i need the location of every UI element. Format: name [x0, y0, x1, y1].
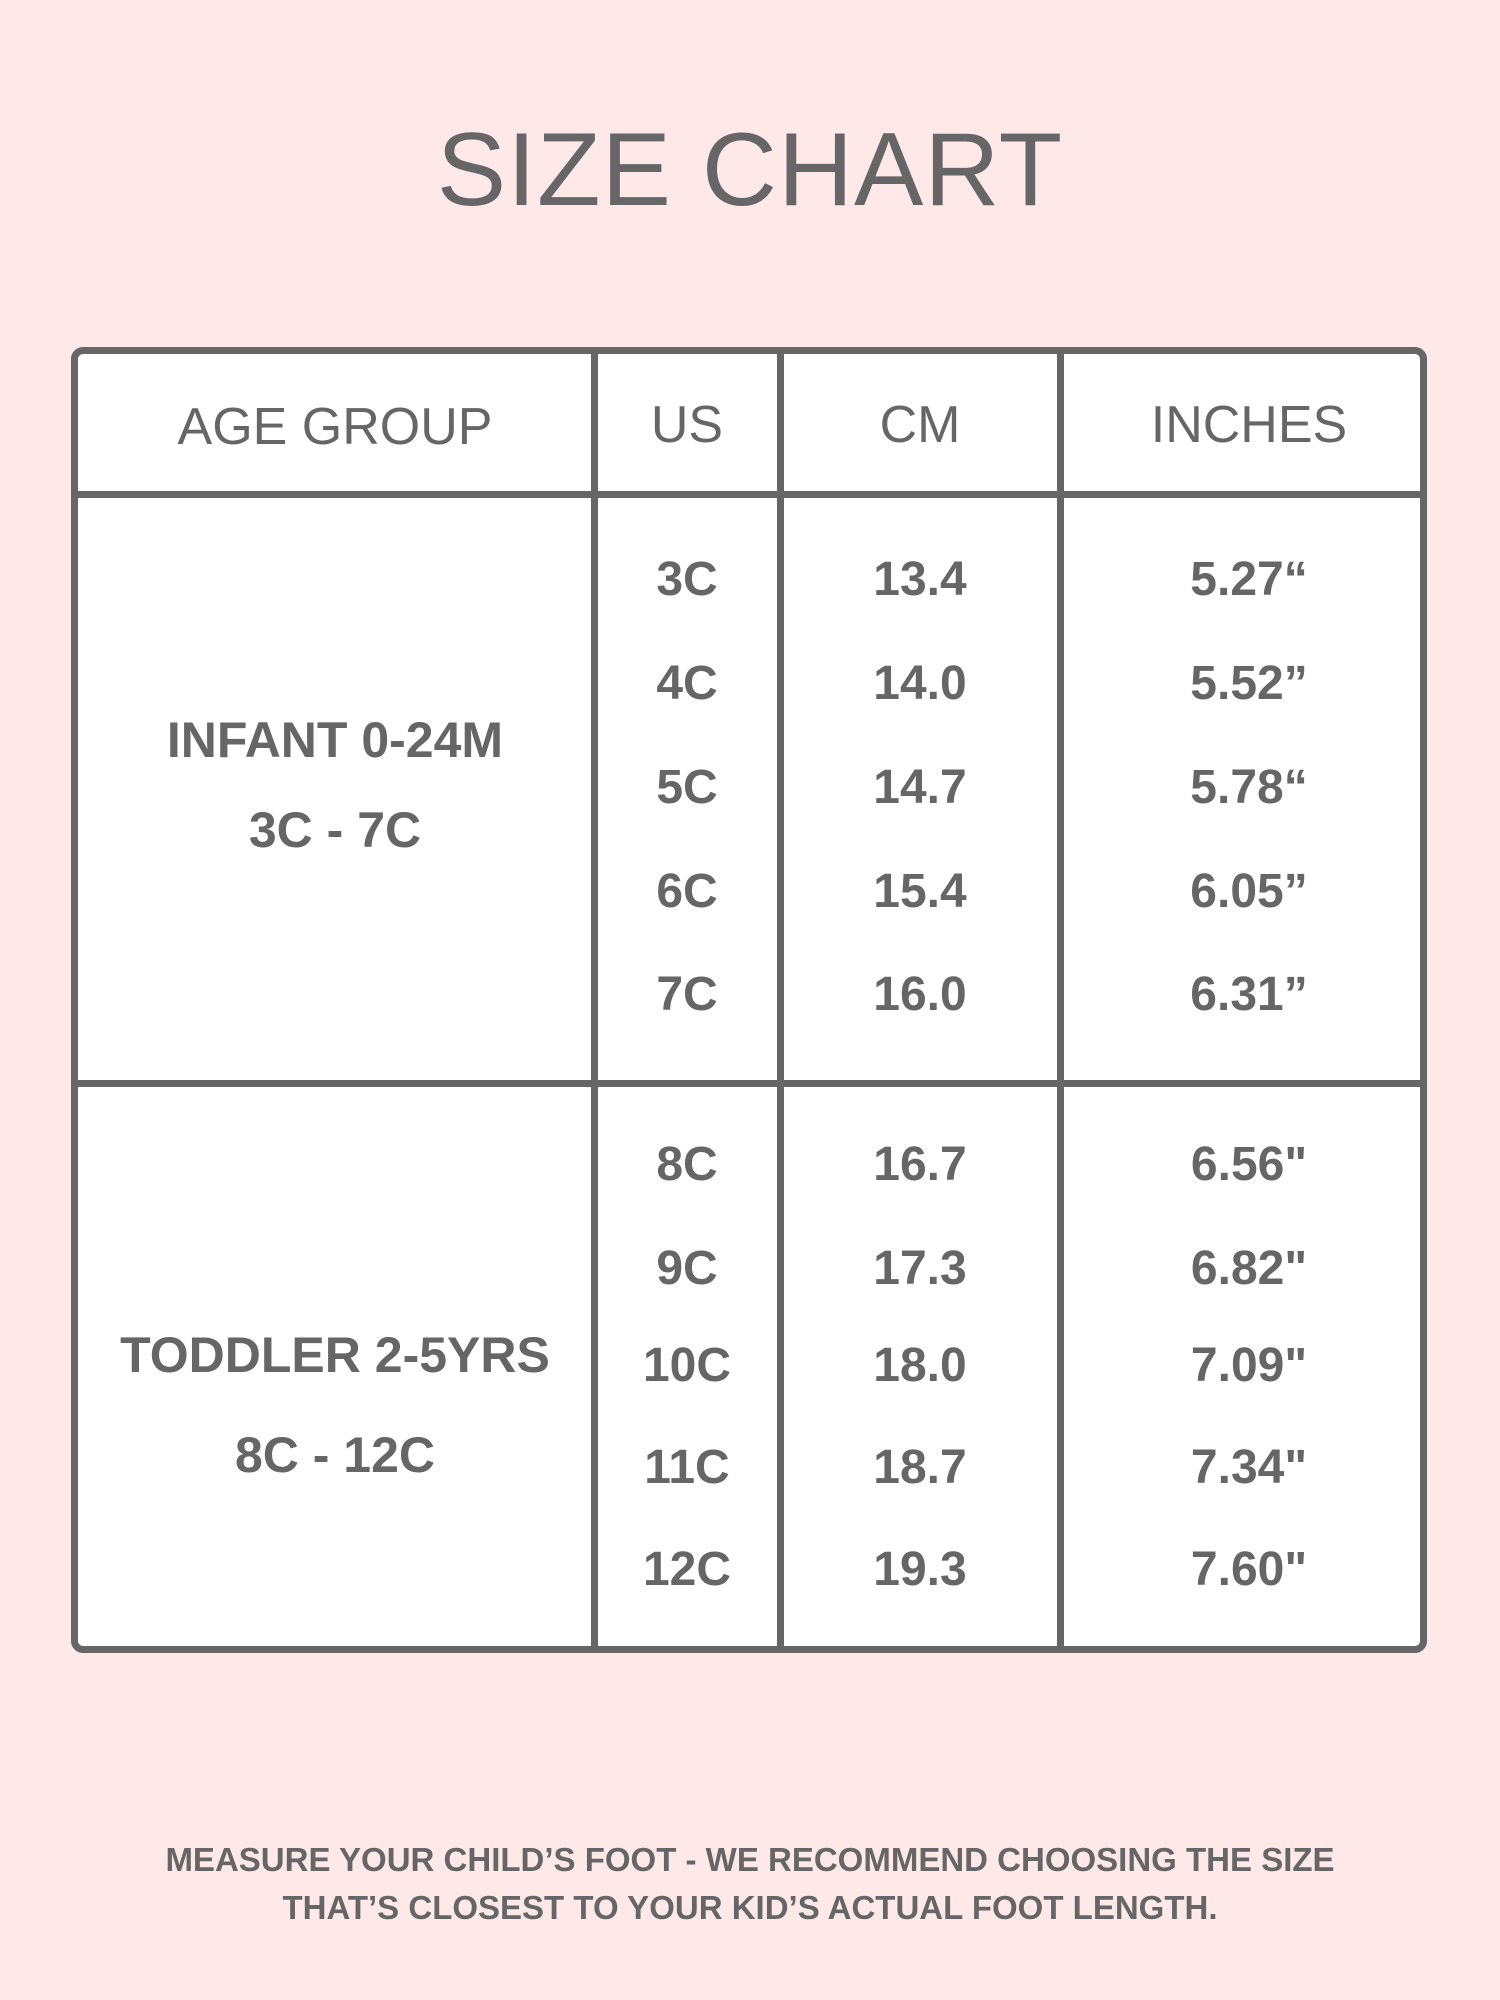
cell-us: 10C	[642, 1339, 732, 1392]
cell-cm: 15.4	[873, 865, 967, 918]
cell-cm: 16.0	[873, 968, 967, 1021]
column-divider	[591, 354, 598, 1646]
cell-us: 12C	[642, 1543, 732, 1596]
cell-cm: 17.3	[873, 1242, 967, 1295]
cell-inches: 6.82"	[1190, 1242, 1308, 1295]
cell-inches: 6.56"	[1190, 1138, 1308, 1191]
group-range: 3C - 7C	[248, 802, 422, 858]
cell-cm: 16.7	[873, 1138, 967, 1191]
cell-us: 6C	[656, 865, 718, 918]
cell-us: 9C	[656, 1242, 718, 1295]
header-us: US	[650, 396, 724, 454]
page-title: SIZE CHART	[436, 112, 1064, 228]
cell-us: 4C	[656, 657, 718, 710]
header-inches: INCHES	[1150, 396, 1348, 454]
cell-cm: 14.0	[873, 657, 967, 710]
footer-line-2: THAT’S CLOSEST TO YOUR KID’S ACTUAL FOOT…	[282, 1889, 1218, 1926]
footer-line-1: MEASURE YOUR CHILD’S FOOT - WE RECOMMEND…	[165, 1841, 1335, 1878]
cell-inches: 5.52”	[1190, 657, 1308, 710]
cell-cm: 18.7	[873, 1441, 967, 1494]
size-chart-table: AGE GROUP US CM INCHES INFANT 0-24M 3C -…	[71, 347, 1427, 1653]
cell-us: 3C	[656, 553, 718, 606]
header-divider	[78, 491, 1420, 498]
group-range: 8C - 12C	[234, 1427, 436, 1483]
cell-cm: 19.3	[873, 1543, 967, 1596]
header-age-group: AGE GROUP	[177, 398, 493, 456]
cell-cm: 13.4	[873, 553, 967, 606]
cell-us: 8C	[656, 1138, 718, 1191]
cell-inches: 6.05”	[1190, 865, 1308, 918]
header-cm: CM	[879, 396, 961, 454]
group-label: INFANT 0-24M	[166, 712, 504, 768]
group-label: TODDLER 2-5YRS	[120, 1327, 550, 1383]
cell-inches: 7.09"	[1190, 1339, 1308, 1392]
column-divider	[1057, 354, 1064, 1646]
cell-inches: 6.31”	[1190, 968, 1308, 1021]
footer-note: MEASURE YOUR CHILD’S FOOT - WE RECOMMEND…	[0, 1836, 1500, 1932]
cell-cm: 14.7	[873, 761, 967, 814]
cell-us: 5C	[656, 761, 718, 814]
cell-us: 7C	[656, 968, 718, 1021]
group-divider	[78, 1080, 1420, 1087]
column-divider	[777, 354, 784, 1646]
cell-inches: 5.27“	[1190, 553, 1308, 606]
cell-inches: 5.78“	[1190, 761, 1308, 814]
cell-cm: 18.0	[873, 1339, 967, 1392]
cell-inches: 7.60"	[1190, 1543, 1308, 1596]
cell-us: 11C	[644, 1441, 730, 1494]
cell-inches: 7.34"	[1190, 1441, 1308, 1494]
